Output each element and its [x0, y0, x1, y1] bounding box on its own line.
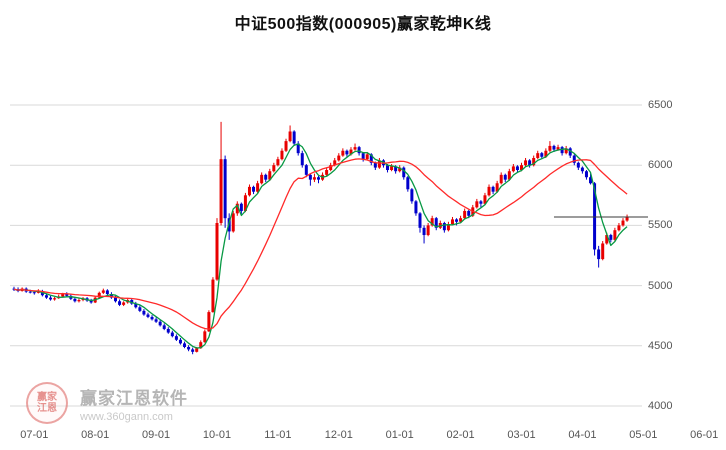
x-tick-label: 04-01	[568, 429, 597, 441]
y-tick-label: 6000	[648, 159, 673, 172]
brand-logo: 赢家 江恩	[26, 382, 68, 424]
y-tick-label: 4000	[648, 400, 673, 412]
watermark: 赢家 江恩 赢家江恩软件 www.360gann.com	[26, 382, 188, 424]
x-tick-label: 02-01	[446, 429, 475, 441]
x-tick-label: 08-01	[81, 429, 110, 441]
x-tick-label: 10-01	[202, 429, 232, 441]
x-tick-label: 09-01	[142, 429, 171, 441]
brand-logo-text-1: 赢家	[37, 392, 57, 403]
watermark-text: 赢家江恩软件 www.360gann.com	[80, 384, 188, 423]
x-tick-label: 11-01	[264, 429, 292, 441]
x-tick-label: 12-01	[324, 429, 353, 441]
watermark-site-url: www.360gann.com	[80, 410, 173, 423]
x-tick-label: 06-01	[690, 429, 719, 441]
x-tick-label: 07-01	[20, 429, 49, 441]
y-tick-label: 5000	[648, 279, 673, 292]
x-tick-label: 01-01	[385, 429, 414, 441]
watermark-brand: 赢家江恩软件	[80, 388, 188, 408]
y-tick-label: 4500	[648, 339, 673, 352]
brand-logo-text-2: 江恩	[37, 403, 57, 414]
x-tick-label: 03-01	[507, 429, 536, 441]
y-tick-label: 6500	[648, 99, 673, 111]
y-tick-label: 5500	[648, 219, 673, 232]
chart-title: 中证500指数(000905)赢家乾坤K线	[234, 16, 492, 33]
x-tick-label: 05-01	[629, 429, 658, 441]
